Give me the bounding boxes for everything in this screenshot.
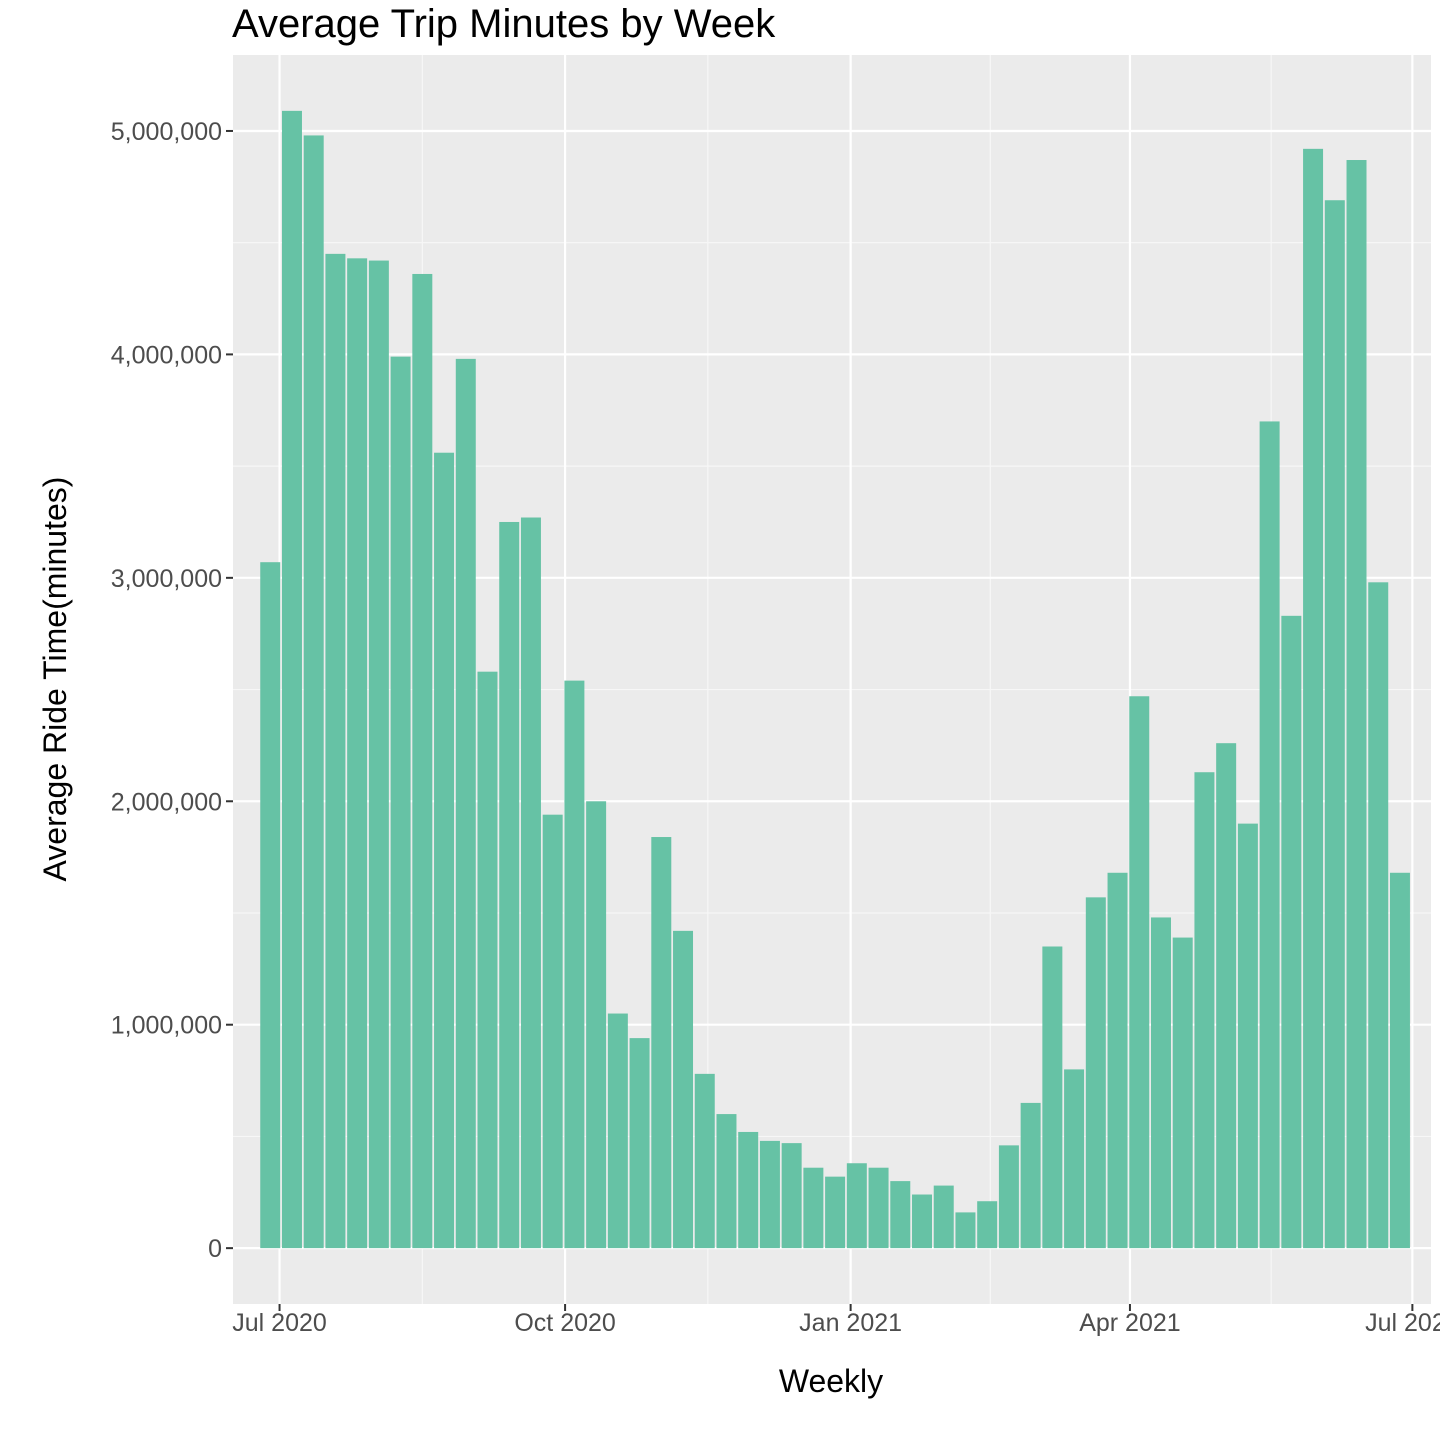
x-tick-label: Jul 2021 bbox=[1365, 1309, 1440, 1337]
bar bbox=[759, 1140, 780, 1249]
bar bbox=[977, 1201, 998, 1249]
y-tick-label: 4,000,000 bbox=[111, 341, 222, 369]
bar bbox=[281, 110, 302, 1249]
y-axis: 0 1,000,000 2,000,000 3,000,000 4,000,000 5,0… bbox=[111, 118, 233, 1263]
bar bbox=[477, 671, 498, 1249]
bar bbox=[955, 1212, 976, 1249]
x-axis: Jul 2020 Oct 2020 Jan 2021 Apr 2021 Jul 2021 bbox=[232, 1304, 1440, 1337]
bar bbox=[520, 517, 541, 1249]
bar bbox=[347, 258, 368, 1249]
bar bbox=[781, 1143, 802, 1249]
x-axis-title: Weekly bbox=[779, 1363, 883, 1399]
bar bbox=[1194, 772, 1215, 1249]
bar bbox=[499, 521, 520, 1249]
x-tick-label: Oct 2020 bbox=[514, 1309, 615, 1337]
bar bbox=[1303, 148, 1324, 1249]
bar bbox=[368, 260, 389, 1249]
bar bbox=[998, 1145, 1019, 1249]
bar bbox=[1346, 160, 1367, 1249]
bar bbox=[390, 356, 411, 1249]
bar bbox=[325, 253, 346, 1249]
y-tick-label: 1,000,000 bbox=[111, 1012, 222, 1040]
bar bbox=[542, 814, 563, 1249]
bar bbox=[1259, 421, 1280, 1249]
bar bbox=[803, 1167, 824, 1249]
bar bbox=[868, 1167, 889, 1249]
bar bbox=[303, 135, 324, 1249]
bar bbox=[1107, 872, 1128, 1249]
y-tick-label: 0 bbox=[208, 1235, 222, 1263]
x-tick-label: Jan 2021 bbox=[799, 1309, 902, 1337]
bar bbox=[1085, 897, 1106, 1249]
bar bbox=[1216, 743, 1237, 1249]
chart-title: Average Trip Minutes by Week bbox=[232, 2, 776, 46]
bar bbox=[412, 273, 433, 1249]
bar bbox=[846, 1163, 867, 1249]
bar bbox=[1129, 696, 1150, 1249]
y-axis-title: Average Ride Time(minutes) bbox=[37, 477, 73, 882]
bar bbox=[716, 1114, 737, 1249]
bar bbox=[1150, 917, 1171, 1249]
y-tick-label: 2,000,000 bbox=[111, 788, 222, 816]
bar bbox=[912, 1194, 932, 1249]
bar bbox=[1368, 582, 1389, 1249]
bar bbox=[933, 1185, 954, 1249]
bar bbox=[1281, 615, 1302, 1249]
bar bbox=[1389, 872, 1410, 1249]
bar bbox=[890, 1181, 911, 1249]
bars bbox=[260, 110, 1410, 1249]
bar bbox=[1020, 1102, 1041, 1249]
bar bbox=[1064, 1069, 1085, 1249]
bar bbox=[1237, 823, 1258, 1249]
y-tick-label: 5,000,000 bbox=[111, 118, 222, 146]
y-tick-label: 3,000,000 bbox=[111, 565, 222, 593]
bar bbox=[673, 930, 694, 1249]
bar bbox=[1172, 937, 1193, 1249]
bar bbox=[738, 1131, 759, 1249]
bar bbox=[694, 1073, 715, 1249]
bar bbox=[629, 1038, 650, 1249]
bar bbox=[651, 837, 672, 1249]
bar bbox=[260, 562, 281, 1249]
bar bbox=[1042, 946, 1063, 1249]
bar bbox=[1324, 200, 1345, 1249]
x-tick-label: Apr 2021 bbox=[1079, 1309, 1180, 1337]
bar bbox=[825, 1176, 846, 1249]
bar bbox=[607, 1013, 628, 1249]
bar bbox=[564, 680, 585, 1249]
bar bbox=[586, 801, 607, 1249]
x-tick-label: Jul 2020 bbox=[232, 1309, 327, 1337]
bar bbox=[455, 358, 476, 1249]
bar bbox=[434, 452, 455, 1249]
